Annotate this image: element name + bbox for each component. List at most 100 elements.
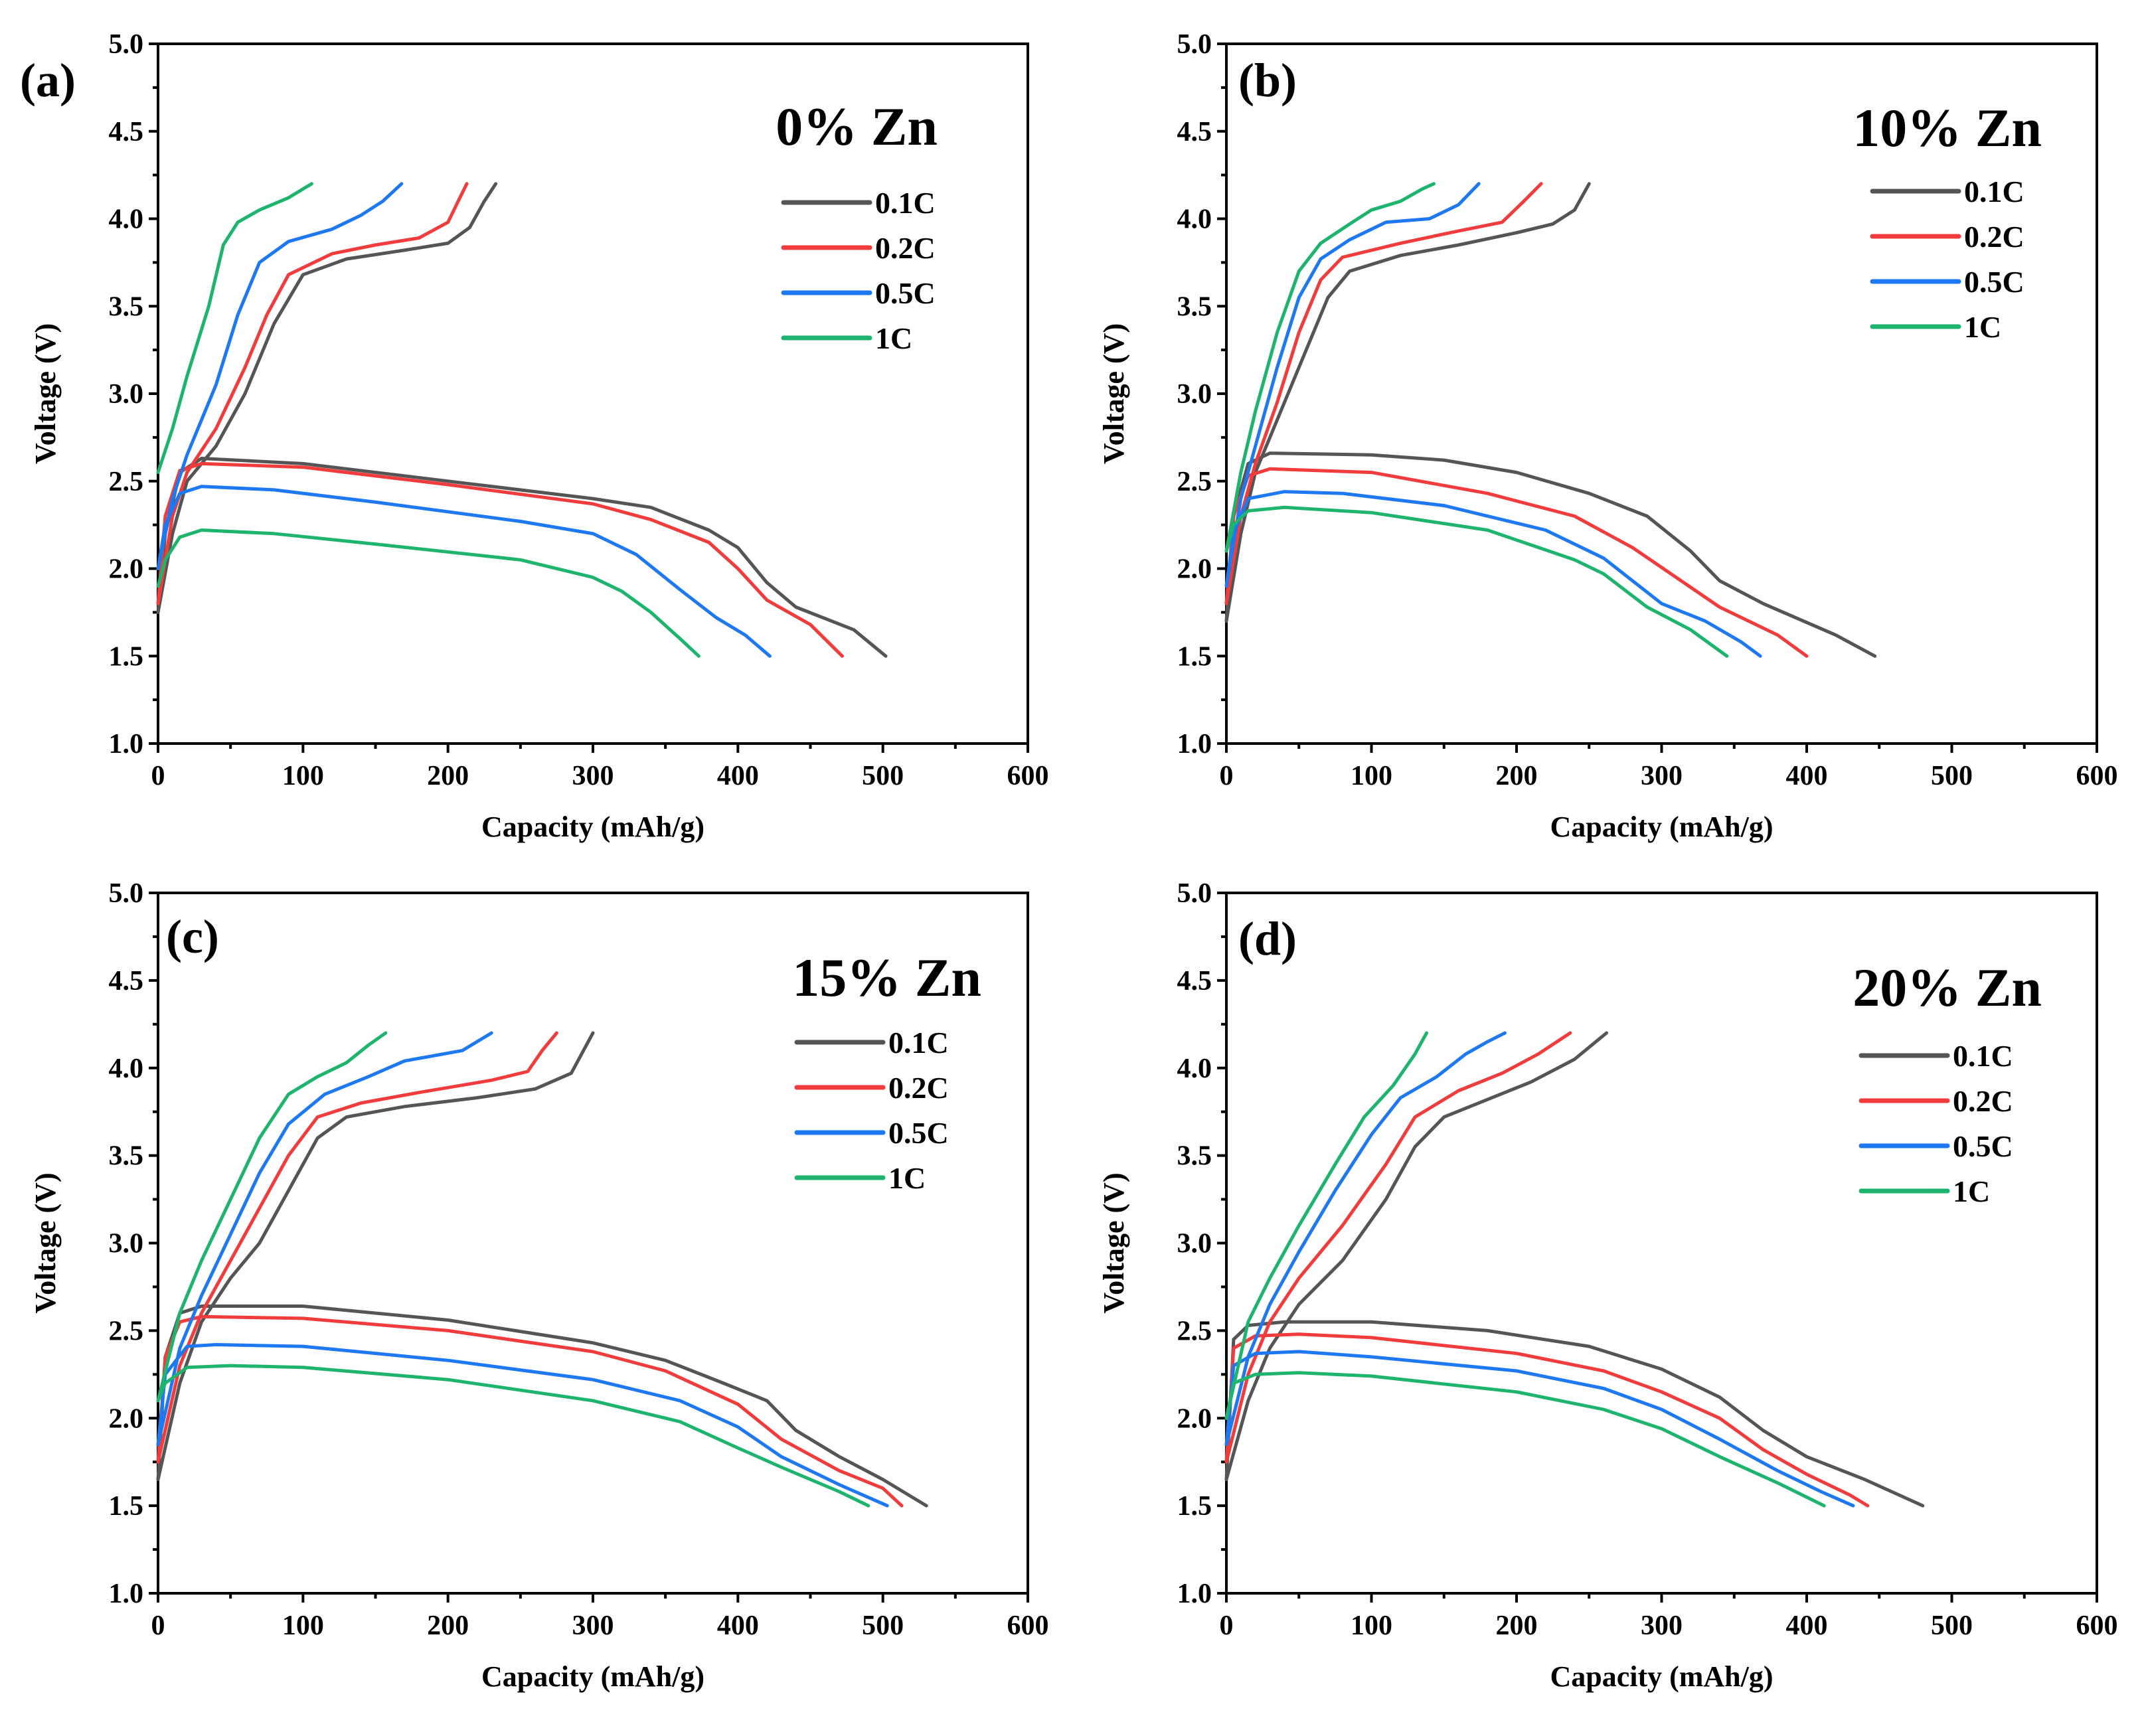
legend-label: 0.1C — [1964, 175, 2024, 208]
legend-label: 0.1C — [875, 186, 936, 220]
legend-label: 0.5C — [875, 276, 936, 310]
x-tick-label: 0 — [1220, 761, 1234, 791]
series-1C-discharge-line — [156, 1364, 870, 1508]
legend-label: 1C — [1953, 1174, 1990, 1208]
series-05C-charge-line — [1224, 1031, 1507, 1447]
legend-label: 1C — [1964, 310, 2001, 344]
y-tick-label: 2.5 — [1177, 1316, 1212, 1346]
y-tick-label: 2.0 — [109, 554, 144, 585]
y-tick-label: 1.5 — [109, 641, 144, 672]
x-tick-label: 500 — [1931, 761, 1973, 791]
series-1C-discharge-line — [1224, 505, 1729, 658]
x-tick-label: 600 — [2076, 1611, 2118, 1641]
y-tick-label: 5.0 — [1177, 29, 1212, 60]
series-05C-discharge-line — [1224, 490, 1762, 658]
panel-label: (b) — [1238, 54, 1297, 107]
y-tick-label: 1.5 — [109, 1491, 144, 1522]
series-01C-charge-line — [1224, 182, 1591, 623]
series-01C-discharge-line — [1224, 451, 1877, 658]
x-tick-label: 300 — [572, 761, 614, 791]
series-05C-discharge-line — [156, 485, 772, 658]
series-1C-charge-line — [1224, 1031, 1428, 1420]
y-tick-label: 5.0 — [109, 29, 144, 60]
y-tick-label: 2.0 — [109, 1403, 144, 1434]
y-tick-label: 4.0 — [1177, 1054, 1212, 1084]
x-tick-label: 300 — [1641, 761, 1683, 791]
y-tick-label: 3.5 — [1177, 291, 1212, 322]
legend-label: 0.5C — [1964, 265, 2024, 299]
x-axis-title: Capacity (mAh/g) — [1550, 1660, 1773, 1693]
y-tick-label: 5.0 — [1177, 878, 1212, 909]
x-tick-label: 300 — [572, 1611, 614, 1641]
x-tick-label: 500 — [862, 761, 904, 791]
legend-label: 1C — [875, 321, 912, 355]
legend: 0.1C 0.2C 0.5C 1C — [1870, 175, 2024, 344]
series-1C-discharge-line — [156, 528, 701, 658]
panel-label: (a) — [20, 54, 76, 107]
legend: 0.1C 0.2C 0.5C 1C — [781, 186, 936, 355]
y-tick-label: 2.5 — [109, 467, 144, 497]
series-01C-charge-line — [156, 1031, 595, 1482]
x-tick-label: 600 — [2076, 761, 2118, 791]
panel-title: 0% Zn — [776, 96, 938, 157]
panel-b: 0 100 200 300 400 500 600 1.0 1.5 2.0 2.5 3.0 3.5 4.0… — [1098, 29, 2118, 843]
y-tick-label: 1.0 — [109, 1579, 144, 1609]
x-axis-title: Capacity (mAh/g) — [1550, 811, 1773, 843]
panel-label: (d) — [1238, 912, 1297, 965]
series-05C-charge-line — [1224, 182, 1481, 588]
x-tick-label: 100 — [1351, 1611, 1392, 1641]
x-tick-label: 400 — [717, 1611, 759, 1641]
y-tick-label: 3.5 — [1177, 1141, 1212, 1172]
x-axis-title: Capacity (mAh/g) — [481, 1660, 704, 1693]
series-1C-charge-line — [1224, 182, 1436, 553]
y-tick-label: 1.5 — [1177, 1491, 1212, 1522]
series-05C-charge-line — [156, 1031, 493, 1447]
series-01C-charge-line — [1224, 1031, 1608, 1482]
y-tick-label: 3.0 — [1177, 379, 1212, 410]
x-tick-label: 400 — [717, 761, 759, 791]
series-02C-charge-line — [1224, 1031, 1572, 1464]
legend: 0.1C 0.2C 0.5C 1C — [1858, 1039, 2013, 1208]
y-tick-label: 4.0 — [109, 204, 144, 235]
legend-label: 0.2C — [1953, 1084, 2013, 1118]
y-tick-label: 3.0 — [109, 1229, 144, 1259]
x-tick-label: 600 — [1007, 1611, 1049, 1641]
y-tick-label: 1.0 — [1177, 729, 1212, 759]
legend-label: 0.1C — [1953, 1039, 2013, 1073]
x-tick-label: 200 — [1496, 1611, 1538, 1641]
panel-title: 20% Zn — [1853, 957, 2042, 1018]
series-05C-discharge-line — [1224, 1350, 1855, 1508]
series-02C-charge-line — [156, 182, 469, 605]
y-tick-label: 4.0 — [1177, 204, 1212, 235]
legend-label: 0.2C — [1964, 220, 2024, 254]
y-tick-label: 4.5 — [1177, 966, 1212, 996]
legend-label: 0.2C — [888, 1071, 949, 1105]
y-tick-label: 1.5 — [1177, 641, 1212, 672]
x-tick-label: 200 — [1496, 761, 1538, 791]
y-tick-label: 5.0 — [109, 878, 144, 909]
y-tick-label: 4.5 — [109, 117, 144, 147]
legend: 0.1C 0.2C 0.5C 1C — [794, 1026, 949, 1195]
series-02C-discharge-line — [156, 461, 844, 658]
x-tick-label: 200 — [427, 761, 469, 791]
y-tick-label: 1.0 — [109, 729, 144, 759]
y-tick-label: 1.0 — [1177, 1579, 1212, 1609]
y-axis-title: Voltage (V) — [1098, 1172, 1130, 1313]
series-01C-charge-line — [156, 182, 498, 614]
x-axis-title: Capacity (mAh/g) — [481, 811, 704, 843]
x-tick-label: 0 — [1220, 1611, 1234, 1641]
x-tick-label: 400 — [1786, 1611, 1828, 1641]
x-tick-label: 200 — [427, 1611, 469, 1641]
panel-a: 0 100 200 300 400 500 600 1.0 1.5 2.0 2.5 3.0 3.5 4.0… — [20, 29, 1049, 843]
x-tick-label: 100 — [1351, 761, 1392, 791]
series-02C-charge-line — [156, 1031, 558, 1464]
x-tick-label: 300 — [1641, 1611, 1683, 1641]
y-tick-label: 2.5 — [109, 1316, 144, 1346]
series-05C-discharge-line — [156, 1343, 889, 1508]
x-tick-label: 0 — [151, 761, 165, 791]
x-tick-label: 500 — [862, 1611, 904, 1641]
legend-label: 0.2C — [875, 231, 936, 265]
y-tick-label: 2.5 — [1177, 467, 1212, 497]
y-tick-label: 2.0 — [1177, 1403, 1212, 1434]
